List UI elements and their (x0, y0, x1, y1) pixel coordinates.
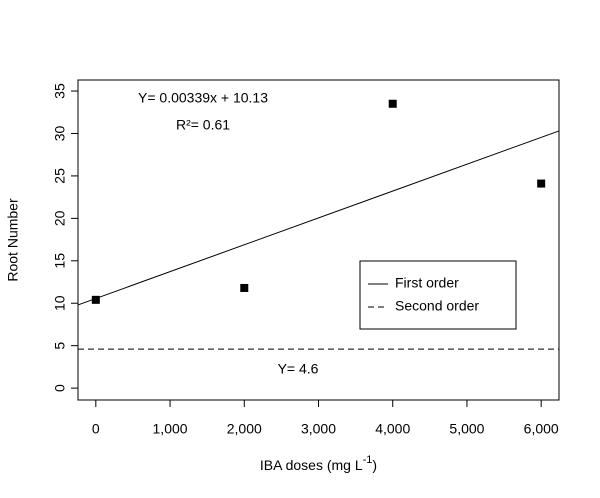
y-axis-label: Root Number (5, 198, 21, 282)
data-point (537, 179, 546, 188)
annotation: Y= 4.6 (278, 361, 319, 377)
x-tick-label: 4,000 (375, 421, 410, 437)
plot-frame (77, 79, 560, 401)
x-axis-label-sup: -1 (363, 454, 373, 466)
x-axis-label-suffix: ) (372, 457, 377, 473)
data-point (240, 283, 249, 292)
x-axis-label: IBA doses (mg L-1) (260, 454, 377, 473)
data-point (91, 295, 100, 304)
annotation: R²= 0.61 (176, 117, 230, 133)
x-tick-label: 1,000 (153, 421, 188, 437)
legend-label: First order (395, 275, 459, 291)
y-tick-label: 0 (52, 384, 68, 392)
y-tick-label: 20 (52, 210, 68, 226)
x-tick-label: 3,000 (301, 421, 336, 437)
data-point (388, 99, 397, 108)
x-tick-label: 6,000 (524, 421, 559, 437)
y-tick-label: 10 (52, 295, 68, 311)
x-axis-label-text: IBA doses (mg L (260, 457, 363, 473)
annotation: Y= 0.00339x + 10.13 (138, 90, 268, 106)
y-tick-label: 15 (52, 253, 68, 269)
legend-box (359, 260, 517, 330)
y-tick-label: 25 (52, 168, 68, 184)
legend-label: Second order (395, 298, 479, 314)
y-tick-label: 30 (52, 125, 68, 141)
x-tick-label: 5,000 (449, 421, 484, 437)
y-tick-label: 5 (52, 342, 68, 350)
x-tick-label: 0 (92, 421, 100, 437)
y-tick-label: 35 (52, 83, 68, 99)
x-tick-label: 2,000 (227, 421, 262, 437)
fit-line (77, 130, 560, 306)
